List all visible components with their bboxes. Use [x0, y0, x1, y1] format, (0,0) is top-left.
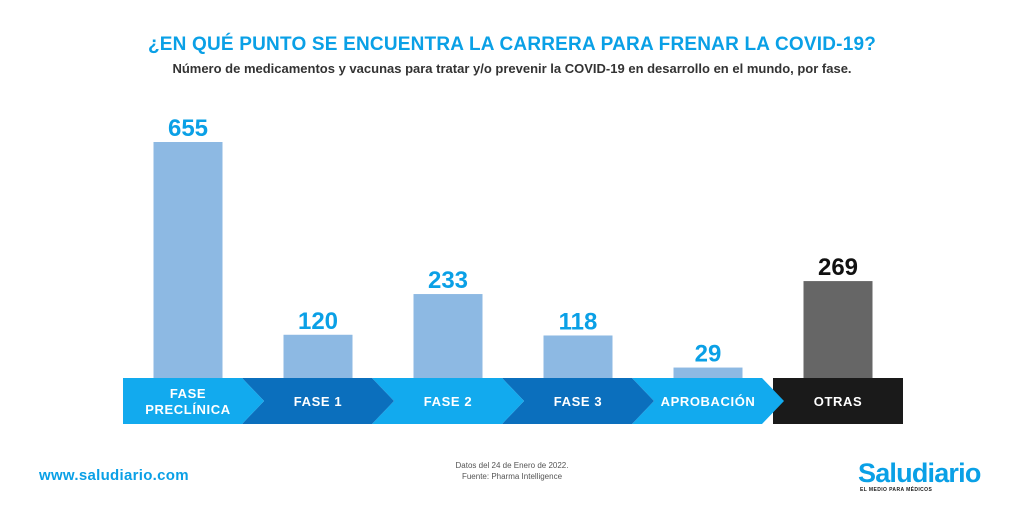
- category-band-2: [372, 378, 524, 424]
- data-label: 29: [695, 341, 722, 368]
- source-text: Fuente: Pharma Intelligence: [461, 472, 563, 481]
- logo-name: Saludiario: [858, 458, 981, 488]
- category-label: FASE 3: [554, 394, 602, 409]
- chart-title: ¿EN QUÉ PUNTO SE ENCUENTRA LA CARRERA PA…: [147, 34, 877, 55]
- date-note: Datos del 24 de Enero de 2022.: [455, 461, 569, 470]
- source-note: Datos del 24 de Enero de 2022. Fuente: P…: [412, 460, 612, 482]
- bar: [283, 334, 353, 378]
- category-band-1: [242, 378, 394, 424]
- category-label: FASE 1: [294, 394, 342, 409]
- category-label: OTRAS: [814, 394, 863, 409]
- data-label: 120: [298, 308, 338, 335]
- saludiario-logo[interactable]: Saludiario EL MEDIO PARA MÉDICOS: [858, 459, 1004, 493]
- category-label: FASE: [170, 386, 206, 401]
- chart-subtitle: Número de medicamentos y vacunas para tr…: [172, 61, 852, 76]
- bar: [153, 142, 223, 378]
- data-label: 233: [428, 267, 468, 294]
- data-label: 655: [168, 115, 208, 142]
- logo-tagline: EL MEDIO PARA MÉDICOS: [860, 487, 933, 493]
- data-label: 118: [559, 308, 598, 335]
- bar: [673, 367, 743, 378]
- bar: [543, 335, 613, 378]
- bar: [413, 294, 483, 378]
- category-band-3: [502, 378, 654, 424]
- category-band-0: [123, 378, 264, 424]
- bar: [803, 281, 873, 378]
- category-band-5: [773, 378, 903, 424]
- category-label: FASE 2: [424, 394, 472, 409]
- data-label: 269: [818, 254, 858, 281]
- category-label: PRECLÍNICA: [145, 402, 230, 417]
- category-band-4: [632, 378, 784, 424]
- category-label: APROBACIÓN: [661, 394, 756, 409]
- website-link[interactable]: www.saludiario.com: [39, 467, 189, 484]
